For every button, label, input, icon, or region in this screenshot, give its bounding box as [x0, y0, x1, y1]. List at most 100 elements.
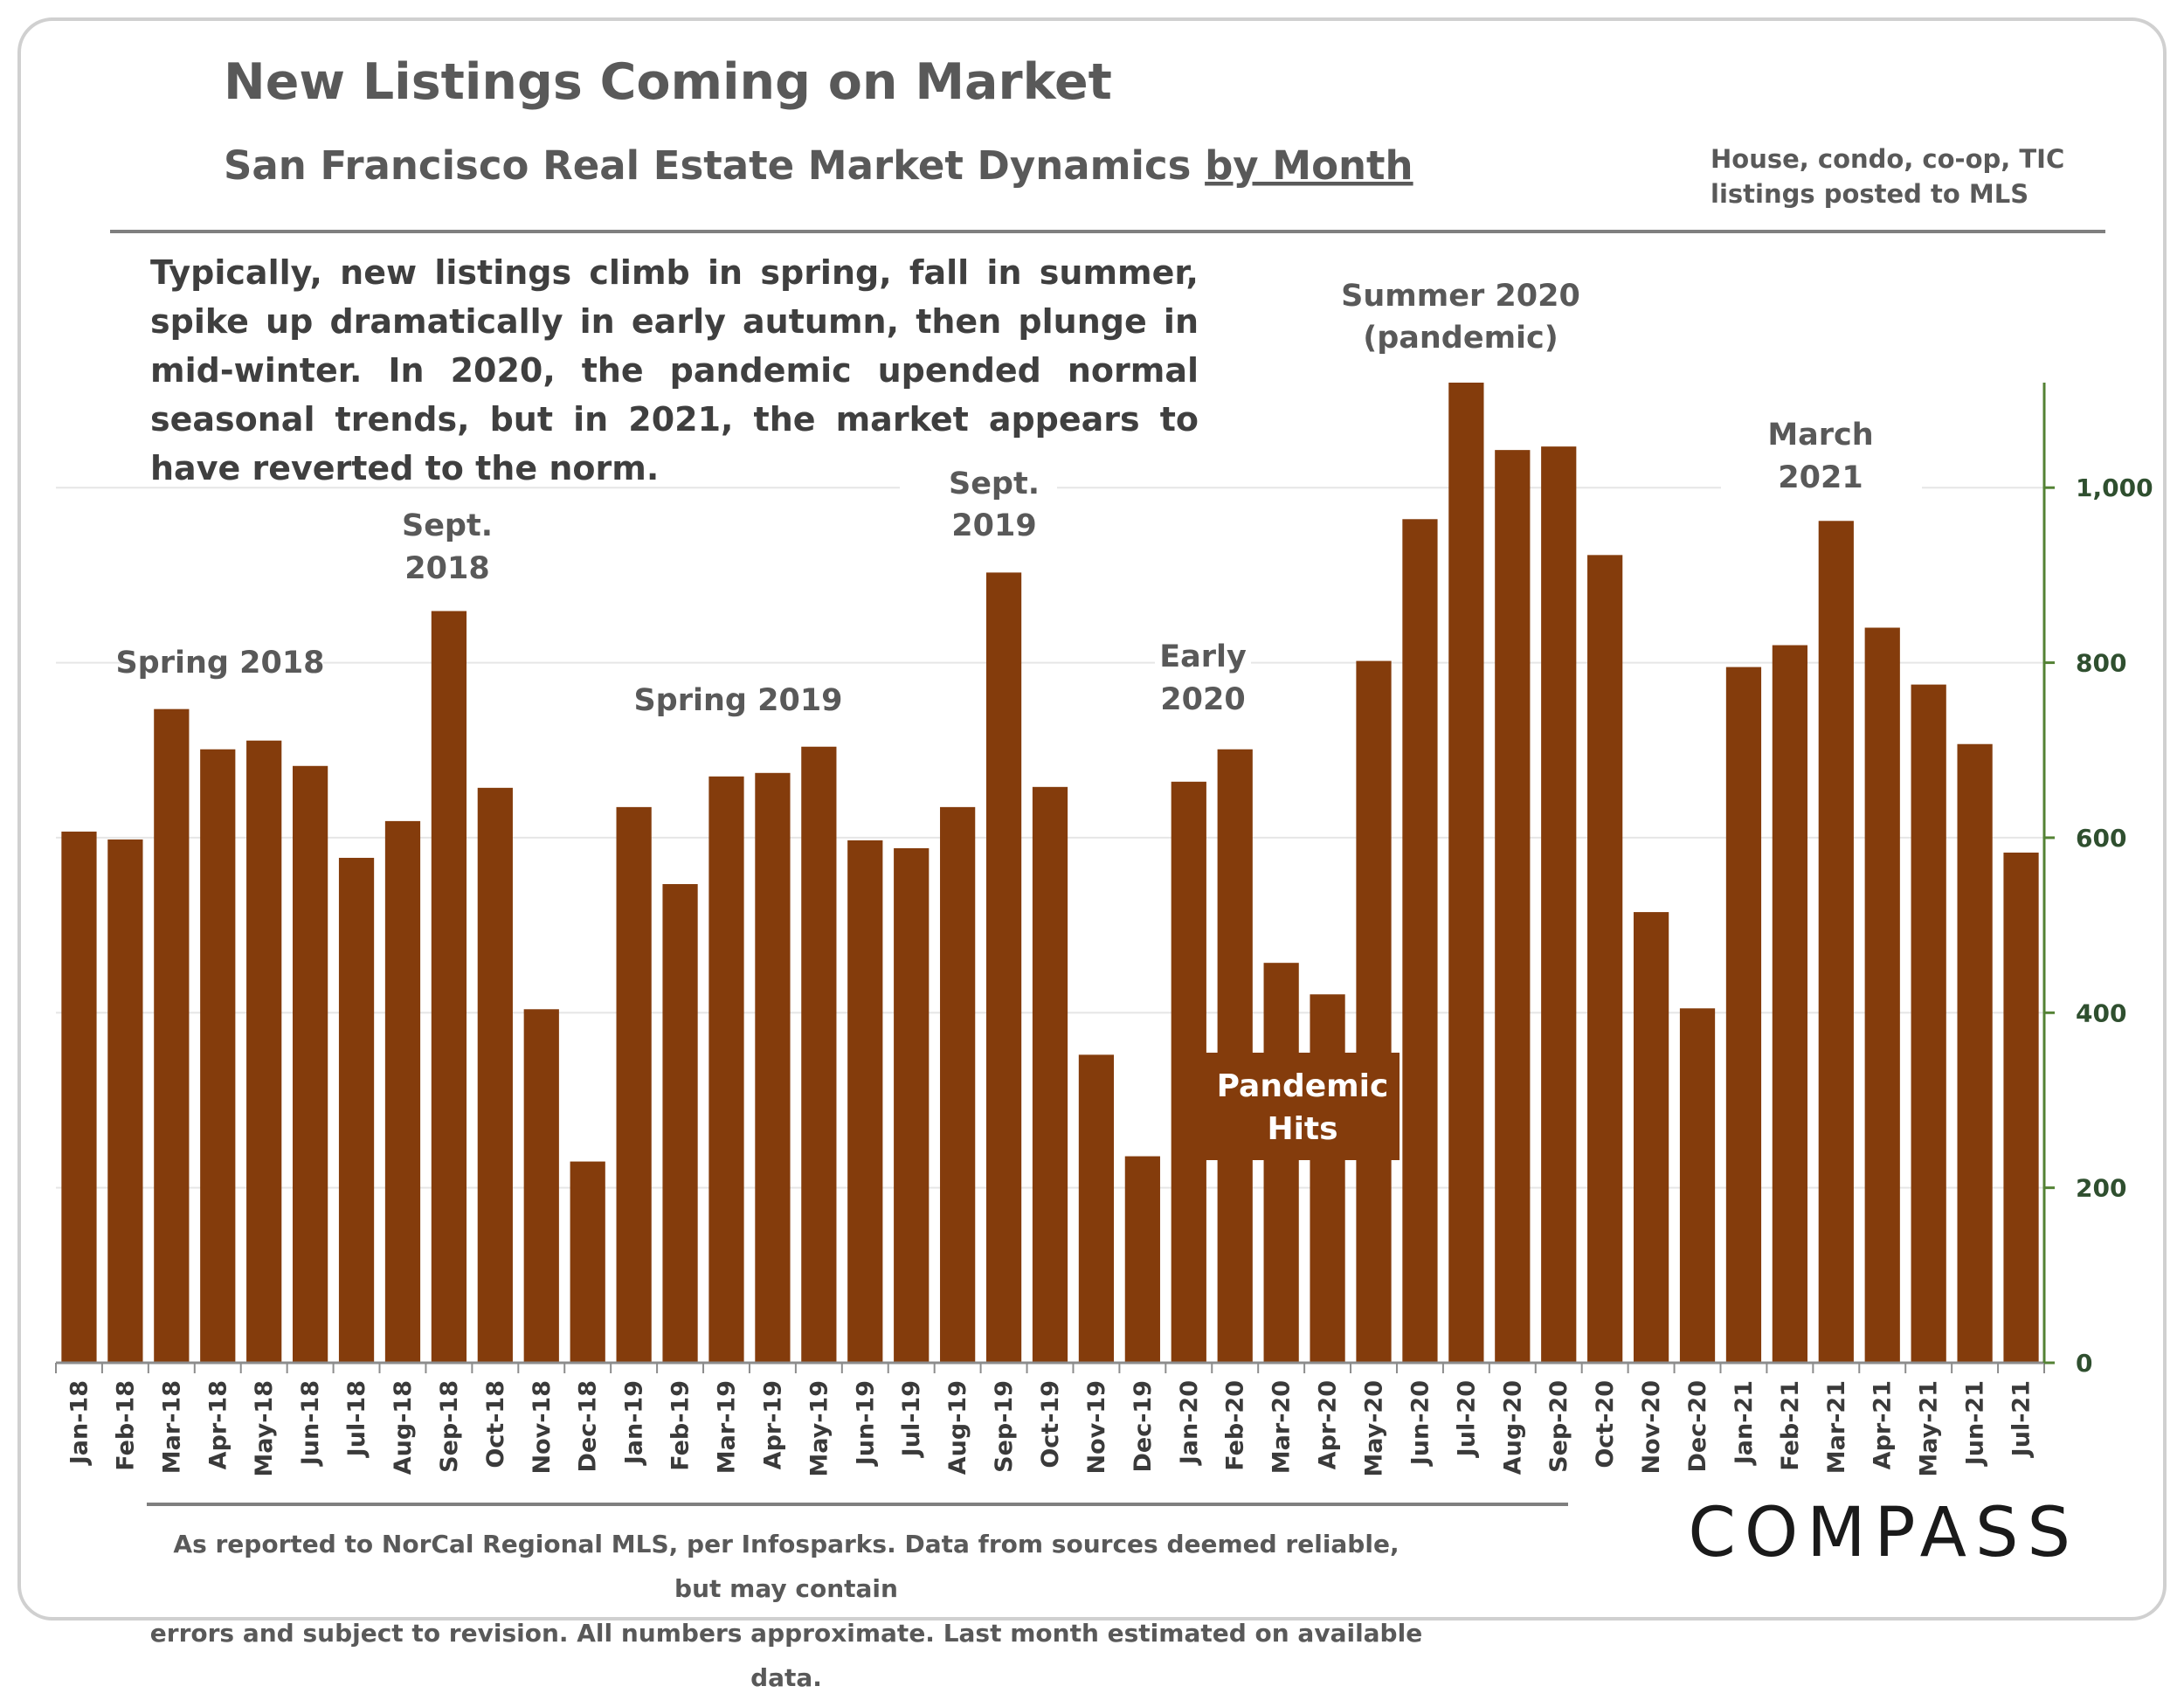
bar: [1957, 744, 1992, 1363]
y-tick-label: 0: [2076, 1349, 2092, 1378]
x-tick-label: Mar-21: [1823, 1380, 1850, 1474]
source-footnote: As reported to NorCal Regional MLS, per …: [149, 1522, 1424, 1700]
x-tick-label: Sep-19: [991, 1380, 1018, 1473]
y-tick-label: 600: [2076, 824, 2126, 853]
annotation-march-2021-line2: 2021: [1778, 460, 1863, 495]
chart-subtitle: San Francisco Real Estate Market Dynamic…: [224, 142, 1413, 189]
x-tick-label: Oct-18: [482, 1380, 509, 1468]
x-tick-label: Sep-18: [436, 1380, 463, 1473]
bar: [617, 807, 652, 1363]
bar: [847, 840, 882, 1363]
x-tick-label: Dec-20: [1684, 1380, 1711, 1473]
y-tick-label: 1,000: [2076, 473, 2153, 502]
x-tick-label: Jan-18: [66, 1380, 93, 1466]
x-tick-label: Aug-20: [1499, 1380, 1526, 1475]
bar: [339, 858, 374, 1363]
bar: [1726, 667, 1761, 1363]
x-tick-label: Dec-19: [1130, 1380, 1157, 1473]
x-tick-label: Oct-20: [1592, 1380, 1619, 1468]
footnote-line-2: errors and subject to revision. All numb…: [150, 1619, 1422, 1692]
subtitle-by-month: by Month: [1205, 142, 1413, 189]
chart-description: Typically, new listings climb in spring,…: [150, 248, 1199, 493]
x-tick-label: Mar-18: [158, 1380, 185, 1474]
bar: [940, 807, 975, 1363]
x-tick-label: Mar-20: [1268, 1380, 1296, 1474]
bar: [801, 747, 836, 1363]
annotation-summer-2020-line1: Summer 2020: [1341, 279, 1580, 314]
x-tick-label: Feb-21: [1777, 1380, 1804, 1471]
bar: [1033, 787, 1068, 1363]
pandemic-hits-callout: Pandemic Hits: [1206, 1053, 1400, 1160]
x-tick-label: Nov-19: [1083, 1380, 1110, 1475]
y-tick-label: 800: [2076, 649, 2126, 678]
annotation-sept-2018-line1: Sept.: [402, 508, 493, 543]
bar: [1402, 519, 1437, 1363]
chart-frame: New Listings Coming on Market San Franci…: [0, 0, 2184, 1638]
x-tick-label: Feb-18: [112, 1380, 139, 1471]
bar: [246, 741, 281, 1363]
x-tick-label: Jan-19: [621, 1380, 648, 1466]
bar: [385, 821, 420, 1363]
bar: [2003, 853, 2038, 1363]
pandemic-line-1: Pandemic: [1206, 1065, 1400, 1108]
bar: [1495, 450, 1530, 1363]
bar: [1125, 1157, 1160, 1363]
compass-logo: COMPASS: [1660, 1494, 2079, 1572]
x-tick-label: Jul-18: [343, 1380, 370, 1458]
x-tick-label: Nov-20: [1638, 1380, 1665, 1475]
bar: [755, 773, 790, 1363]
x-tick-label: Jun-20: [1406, 1380, 1434, 1467]
bar: [1587, 555, 1622, 1363]
x-tick-label: Aug-18: [390, 1380, 417, 1475]
bar: [1865, 628, 1900, 1364]
x-tick-label: Jun-18: [297, 1380, 324, 1467]
bar: [1356, 661, 1391, 1363]
bar: [708, 777, 743, 1363]
bar: [662, 884, 697, 1363]
bar: [1310, 994, 1344, 1363]
annotation-spring-2019: Spring 2019: [633, 683, 842, 718]
x-tick-label: Jan-20: [1176, 1380, 1203, 1466]
annotation-spring-2018: Spring 2018: [115, 646, 324, 681]
bar: [478, 788, 513, 1363]
bar: [1079, 1054, 1114, 1363]
x-tick-label: Aug-19: [944, 1380, 971, 1475]
x-tick-label: May-19: [805, 1380, 833, 1477]
bar: [107, 840, 142, 1363]
bar: [1264, 963, 1299, 1363]
listing-type-note: House, condo, co-op, TIC listings posted…: [1711, 142, 2077, 211]
x-tick-label: Jan-21: [1731, 1380, 1758, 1466]
x-tick-label: Nov-18: [529, 1380, 556, 1475]
bar: [1171, 782, 1206, 1363]
chart-title: New Listings Coming on Market: [224, 53, 1112, 111]
x-tick-label: Jun-21: [1962, 1380, 1989, 1467]
x-tick-label: Jul-21: [2008, 1380, 2035, 1458]
bar: [986, 572, 1021, 1363]
x-tick-label: May-21: [1916, 1380, 1943, 1477]
bar: [432, 611, 467, 1363]
bar: [154, 709, 189, 1363]
bar: [1541, 446, 1576, 1363]
x-tick-label: May-20: [1361, 1380, 1388, 1477]
bar: [570, 1162, 605, 1363]
bar: [1819, 521, 1854, 1363]
chart-canvas: New Listings Coming on Market San Franci…: [0, 0, 2184, 1638]
x-tick-label: Apr-20: [1315, 1380, 1342, 1469]
x-tick-label: Jul-19: [898, 1380, 925, 1458]
pandemic-line-2: Hits: [1206, 1108, 1400, 1151]
bar: [61, 832, 96, 1363]
annotation-summer-2020-line2: (pandemic): [1363, 321, 1559, 356]
bar: [1911, 685, 1946, 1363]
note-line-2: listings posted to MLS: [1711, 179, 2028, 209]
bar: [293, 766, 328, 1363]
x-tick-label: Oct-19: [1037, 1380, 1064, 1468]
note-line-1: House, condo, co-op, TIC: [1711, 144, 2064, 174]
bar: [200, 750, 235, 1363]
subtitle-main: San Francisco Real Estate Market Dynamic…: [224, 142, 1205, 189]
footnote-line-1: As reported to NorCal Regional MLS, per …: [173, 1530, 1399, 1603]
x-tick-label: Apr-21: [1870, 1380, 1897, 1469]
x-tick-label: Jun-19: [852, 1380, 879, 1467]
bar: [1773, 646, 1807, 1363]
bar: [524, 1009, 559, 1363]
bar: [1448, 383, 1483, 1363]
